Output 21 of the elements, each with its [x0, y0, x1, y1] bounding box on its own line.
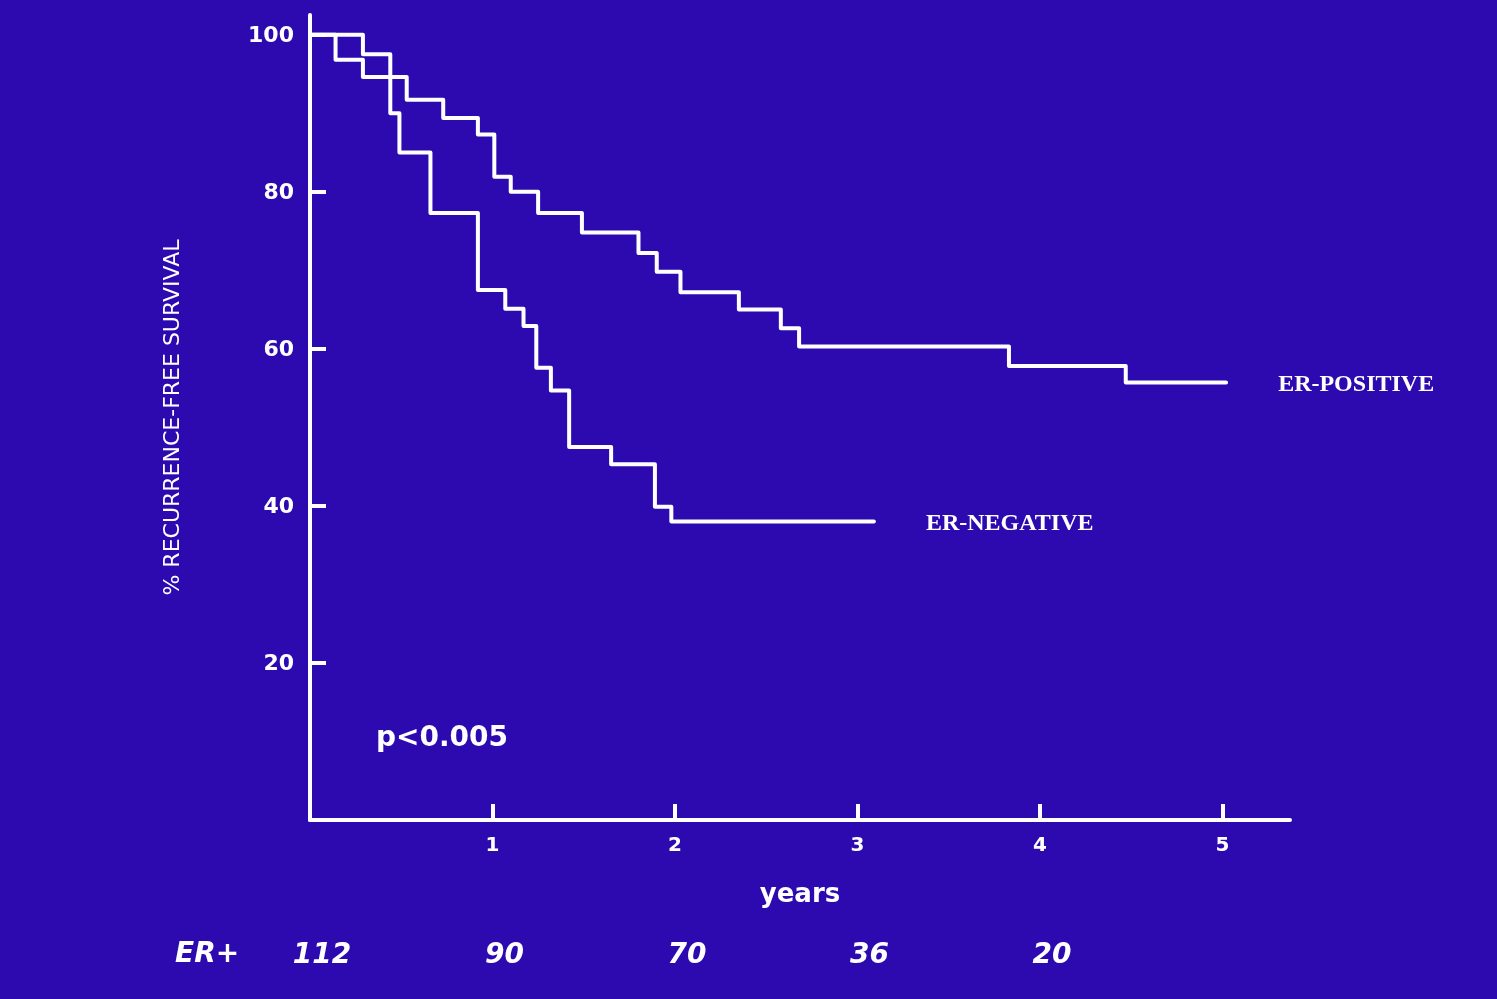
y-tick-label: 80: [263, 179, 294, 205]
y-tick-label: 100: [248, 22, 294, 48]
y-axis-title: % RECURRENCE-FREE SURVIVAL: [158, 238, 184, 596]
text: 90: [485, 936, 524, 970]
text: 70: [667, 936, 707, 970]
text: 36: [850, 936, 889, 970]
text: ER-NEGATIVE: [925, 508, 1094, 535]
x-tick-label: 1: [485, 832, 500, 856]
x-tick-label: 5: [1215, 832, 1230, 856]
x-tick-label: 4: [1033, 832, 1047, 856]
text: ER+: [175, 935, 240, 969]
text: 112: [292, 936, 352, 970]
y-tick-label: 40: [263, 493, 294, 519]
annotation: p<0.005: [376, 719, 509, 753]
x-tick-label: 2: [668, 832, 682, 856]
x-axis-title: years: [759, 878, 841, 908]
y-tick-label: 60: [263, 336, 294, 362]
text: 20: [1032, 936, 1072, 970]
text: ER-POSITIVE: [1278, 369, 1435, 396]
x-tick-label: 3: [850, 832, 865, 856]
y-tick-label: 20: [263, 650, 294, 676]
